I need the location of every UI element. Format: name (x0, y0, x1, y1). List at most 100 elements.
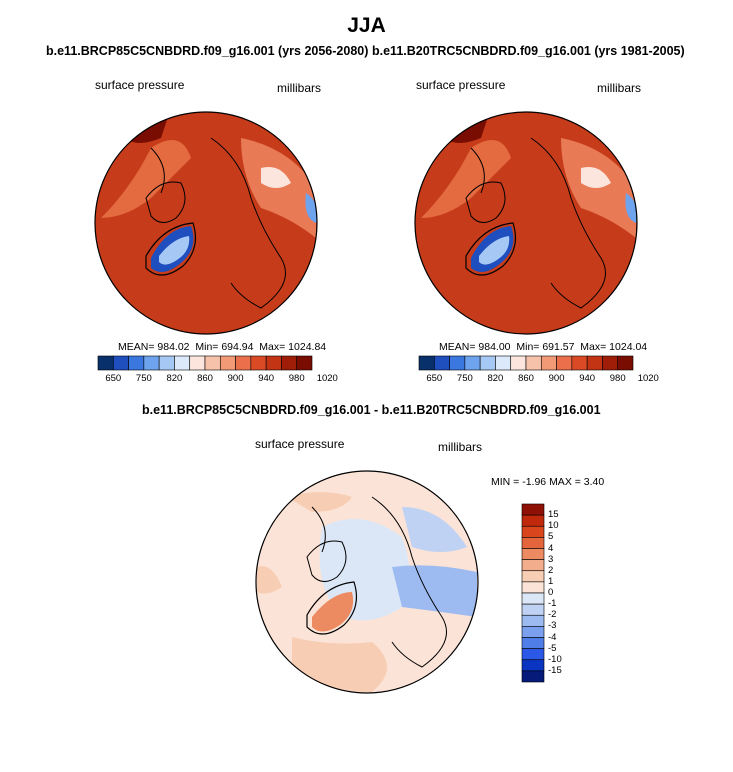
diff-colorbar-tick-label: -15 (548, 664, 562, 676)
diff-colorbar-tick-label: -2 (548, 609, 557, 621)
panel-1-colorbar (97, 355, 313, 371)
diff-coastline-eurasia (371, 496, 447, 668)
diff-colorbar-box-9 (521, 603, 545, 616)
panel-1-colorbar-tick-label: 750 (135, 373, 152, 384)
diff-colorbar-box-0 (521, 503, 545, 516)
diff-colorbar-tick-label: 10 (548, 520, 559, 532)
panel-1-colorbar-box-1 (112, 355, 129, 371)
panel-2-colorbar-tick-label: 820 (487, 373, 504, 384)
diff-coastline-1 (306, 540, 347, 582)
panel-1-field-background (95, 112, 317, 334)
diff-colorbar-tick-label: 4 (548, 542, 554, 554)
panel-2-field-light (581, 167, 611, 188)
panel-1-colorbar-box-12 (281, 355, 298, 371)
diff-panel-polar-map (255, 470, 479, 694)
panel-1-field-lower-pressure-2 (241, 138, 316, 238)
panel-2-colorbar-box-5 (495, 355, 512, 371)
panel-1-field-high (95, 112, 171, 143)
diff-colorbar-box-3 (521, 537, 545, 549)
panel-1-stats: MEAN= 984.02 Min= 694.94 Max= 1024.84 (118, 341, 326, 353)
diff-colorbar-box-15 (521, 670, 545, 683)
panel-2-colorbar-box-0 (418, 355, 435, 371)
diff-colorbar-tick-label: 15 (548, 509, 559, 521)
diff-colorbar-tick-label: -3 (548, 620, 557, 632)
panel-1-colorbar-tick-label: 940 (258, 373, 275, 384)
diff-colorbar-box-2 (521, 525, 545, 538)
panel-2-field-lower-pressure (421, 140, 511, 218)
panel-2-colorbar-tick-label: 860 (518, 373, 534, 384)
panel-2-stats: MEAN= 984.00 Min= 691.57 Max= 1024.04 (439, 341, 647, 353)
panel-2-field-high (415, 112, 491, 143)
panel-1-coastline-eurasia (210, 137, 286, 309)
panel-2-colorbar-box-4 (479, 355, 496, 371)
panel-2-colorbar-tick-label: 1020 (637, 373, 659, 384)
diff-colorbar-box-6 (521, 570, 545, 583)
diff-panel-title: b.e11.BRCP85C5CNBDRD.f09_g16.001 - b.e11… (142, 403, 601, 417)
diff-colorbar-box-14 (521, 659, 545, 672)
panel-2-colorbar-box-10 (571, 355, 588, 371)
panel-1-field-lower-pressure (101, 140, 191, 218)
panel-2-units-label: millibars (597, 81, 642, 95)
panel-2-colorbar-box-7 (525, 355, 542, 371)
diff-colorbar-tick-label: 2 (548, 564, 554, 576)
panel-2-polar-map (414, 111, 638, 335)
diff-field-positive-west (257, 566, 282, 594)
panel-1-colorbar-tick-label: 820 (166, 373, 183, 384)
diff-panel-variable-label: surface pressure (255, 437, 345, 451)
diff-colorbar-tick-label: -1 (548, 598, 557, 610)
panel-2-coastline-eurasia (530, 137, 606, 309)
diff-field-greenland-positive (312, 592, 354, 632)
panel-1-coastline-greenland (145, 222, 196, 276)
panel-2-colorbar-ticks: 650 750 820 860 900 940 980 1020 (419, 373, 659, 387)
diff-colorbar-tick-label: 1 (548, 575, 554, 587)
panel-1-colorbar-box-0 (97, 355, 114, 371)
panel-2-field-background (415, 112, 637, 334)
panel-1-units-label: millibars (277, 81, 322, 95)
panel-2-max: Max= 1024.04 (580, 341, 648, 353)
panel-2-field-lower-pressure-2 (561, 138, 636, 238)
panel-1-colorbar-box-3 (143, 355, 160, 371)
diff-colorbar-box-13 (521, 648, 545, 661)
diff-colorbar-box-7 (521, 581, 545, 594)
panel-1-colorbar-box-10 (250, 355, 267, 371)
diff-colorbar-ticks: 15 10 5 4 3 2 1 0 -1 -2 -3 -4 -5 -10 -15 (548, 504, 578, 682)
diff-colorbar-tick-label: -5 (548, 642, 557, 654)
diff-colorbar-tick-label: 0 (548, 587, 554, 598)
diff-coastline-greenland (306, 581, 357, 635)
panel-1-colorbar-tick-label: 650 (105, 373, 122, 384)
panel-2-coastline-greenland (465, 222, 516, 276)
panel-2-colorbar-box-13 (617, 355, 634, 371)
diff-colorbar-box-11 (521, 626, 545, 638)
panel-1-colorbar-box-8 (219, 355, 236, 371)
panel-2-colorbar-box-9 (556, 355, 573, 371)
panel-2-colorbar-tick-label: 900 (548, 373, 565, 384)
panel-1-coastline-1 (145, 181, 186, 223)
panel-2-colorbar-box-8 (540, 355, 557, 371)
panel-2-colorbar-tick-label: 980 (609, 373, 626, 384)
panel-1-colorbar-box-2 (128, 355, 145, 371)
panel-1-colorbar-box-6 (189, 355, 206, 371)
panel-1-colorbar-tick-label: 980 (288, 373, 305, 384)
panel-1-variable-label: surface pressure (95, 78, 185, 92)
panel-1-colorbar-box-13 (296, 355, 313, 371)
panel-1-min: Min= 694.94 (195, 341, 254, 353)
panel-2-greenland-core (479, 236, 510, 265)
panel-1-mean: MEAN= 984.02 (118, 341, 190, 353)
diff-colorbar-tick-label: 3 (548, 553, 554, 565)
diff-map-border (255, 470, 479, 694)
diff-field-positive-south (292, 637, 387, 692)
panel-1-max: Max= 1024.84 (259, 341, 327, 353)
panel-1-colorbar-box-9 (235, 355, 252, 371)
panel-2-mean: MEAN= 984.00 (439, 341, 511, 353)
panel-1-colorbar-box-7 (204, 355, 221, 371)
panel-2-colorbar (418, 355, 634, 371)
diff-colorbar-box-8 (521, 592, 545, 605)
diff-colorbar-box-12 (521, 637, 545, 649)
panel-2-colorbar-box-2 (449, 355, 466, 371)
panel-1-greenland-core (159, 236, 190, 265)
figure-title: JJA (347, 14, 386, 37)
panel-2-colorbar-box-6 (510, 355, 527, 371)
panel-1-coastline-2 (150, 147, 165, 194)
diff-colorbar-box-1 (521, 514, 545, 527)
panel-1-field-light (261, 167, 291, 188)
